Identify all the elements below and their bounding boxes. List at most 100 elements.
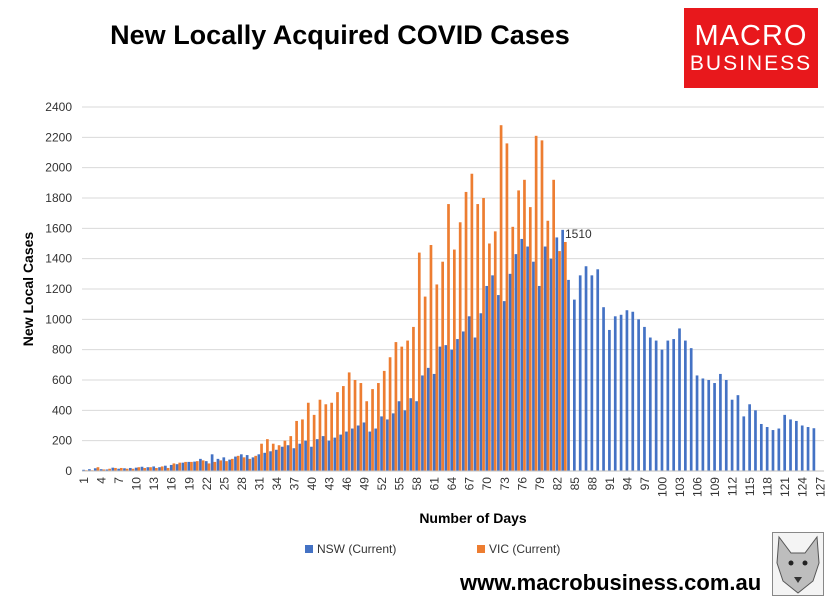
y-tick-label: 800 [52, 343, 72, 357]
bar [429, 245, 433, 471]
x-tick-label: 31 [252, 477, 266, 491]
bar [324, 404, 328, 471]
bar [204, 461, 208, 471]
bar [403, 410, 407, 471]
bar [590, 275, 594, 471]
bar [555, 237, 559, 471]
bar [499, 125, 503, 471]
bar [561, 229, 565, 471]
bar [497, 295, 500, 471]
bar [339, 434, 342, 471]
bar [193, 461, 196, 471]
bar [225, 461, 228, 471]
bar [394, 342, 398, 471]
bar [707, 380, 711, 471]
bar [806, 427, 810, 471]
x-tick-label: 43 [322, 477, 336, 491]
bar [260, 443, 263, 471]
bar [684, 340, 687, 471]
bar [409, 398, 413, 471]
x-tick-label: 124 [796, 477, 810, 497]
bar [488, 243, 491, 471]
bar [432, 373, 436, 471]
bar [263, 452, 267, 471]
bar [730, 399, 734, 471]
bar [222, 457, 226, 471]
bar [812, 428, 816, 471]
bar [108, 468, 111, 471]
bar [175, 464, 179, 471]
bar [648, 337, 652, 471]
bar [423, 296, 427, 471]
bar [102, 469, 106, 471]
x-axis-title: Number of Days [419, 510, 527, 526]
bar [341, 386, 345, 471]
x-tick-label: 46 [340, 477, 354, 491]
bar [318, 399, 322, 471]
bar [619, 314, 623, 471]
bar [283, 440, 287, 471]
x-tick-label: 109 [708, 477, 722, 497]
bar [602, 307, 605, 471]
bar [333, 437, 337, 471]
bar [137, 467, 141, 471]
bar [304, 440, 307, 471]
bar [584, 266, 588, 471]
bar [458, 222, 462, 471]
bar [631, 311, 635, 471]
y-tick-label: 1400 [45, 252, 72, 266]
bar [412, 326, 415, 471]
bar [277, 445, 281, 471]
bar [105, 469, 109, 471]
bar [248, 458, 252, 471]
y-tick-label: 1000 [45, 312, 72, 326]
bar [493, 231, 497, 471]
bar [672, 339, 676, 471]
bar [625, 310, 629, 471]
bar [482, 198, 485, 471]
bar [239, 454, 243, 471]
x-tick-label: 7 [112, 477, 126, 484]
bar [356, 425, 360, 471]
x-tick-label: 64 [445, 477, 459, 491]
bar [783, 414, 787, 471]
bar [508, 273, 512, 471]
bar [470, 173, 474, 471]
bar [210, 454, 214, 471]
bar [573, 299, 576, 471]
bar [382, 370, 386, 471]
bar [476, 204, 480, 472]
bar [415, 401, 418, 471]
bar [453, 249, 456, 471]
legend-swatch [305, 545, 313, 553]
bar [195, 461, 199, 471]
bar [461, 331, 465, 471]
bar [219, 460, 222, 471]
x-tick-label: 34 [270, 477, 284, 491]
bar [444, 345, 448, 471]
bar [777, 428, 781, 471]
bar [511, 226, 515, 471]
x-tick-label: 91 [603, 477, 617, 491]
bar [643, 326, 646, 471]
bar [479, 313, 483, 471]
bar [637, 319, 640, 471]
bar [467, 316, 471, 471]
logo-line2: BUSINESS [689, 51, 813, 75]
x-tick-label: 19 [182, 477, 196, 491]
x-tick-label: 52 [375, 477, 389, 491]
bar [742, 416, 746, 471]
bar [701, 378, 705, 471]
bar [759, 423, 763, 471]
bar [578, 275, 582, 471]
bar [266, 439, 269, 471]
bar [447, 204, 450, 472]
bar [312, 414, 316, 471]
x-tick-label: 88 [585, 477, 599, 491]
y-tick-label: 1200 [45, 282, 72, 296]
bar [131, 468, 135, 471]
x-tick-label: 4 [95, 477, 109, 484]
bar [230, 458, 234, 471]
bar [371, 389, 374, 471]
